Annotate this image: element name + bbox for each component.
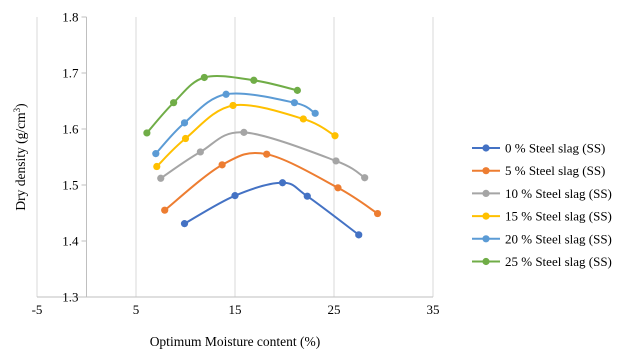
series-5 bbox=[143, 73, 301, 137]
data-point bbox=[161, 206, 169, 214]
data-point bbox=[263, 150, 271, 158]
data-point bbox=[332, 157, 340, 165]
data-point bbox=[152, 150, 160, 158]
x-tick-label: 5 bbox=[133, 302, 140, 317]
data-point bbox=[355, 231, 363, 239]
legend-swatch-marker bbox=[482, 167, 490, 175]
y-axis-title-main: Dry density (g/cm bbox=[13, 112, 28, 211]
legend-label: 15 % Steel slag (SS) bbox=[505, 209, 612, 224]
data-point bbox=[180, 220, 189, 228]
series-4 bbox=[152, 90, 319, 158]
x-tick-label: -5 bbox=[32, 302, 43, 317]
series-0 bbox=[180, 179, 363, 239]
data-point bbox=[196, 148, 204, 156]
x-axis-title: Optimum Moisture content (%) bbox=[150, 334, 321, 349]
data-point bbox=[361, 174, 369, 182]
data-point bbox=[218, 161, 226, 169]
data-point bbox=[153, 162, 161, 171]
legend-swatch-marker bbox=[482, 189, 490, 197]
legend-item: 5 % Steel slag (SS) bbox=[472, 163, 605, 178]
legend-item: 0 % Steel slag (SS) bbox=[472, 141, 605, 156]
legend-label: 25 % Steel slag (SS) bbox=[505, 254, 612, 269]
series-group bbox=[143, 73, 382, 239]
legend: 0 % Steel slag (SS) 5 % Steel slag (SS) 10… bbox=[472, 141, 612, 269]
data-point bbox=[157, 174, 165, 182]
axes bbox=[37, 16, 433, 298]
data-point bbox=[229, 101, 237, 110]
x-tick-label: 35 bbox=[427, 302, 440, 317]
data-point bbox=[240, 128, 248, 136]
data-point bbox=[311, 109, 319, 117]
data-point bbox=[331, 132, 339, 140]
data-point bbox=[290, 99, 298, 107]
data-point bbox=[222, 90, 230, 98]
legend-swatch-marker bbox=[482, 257, 490, 266]
series-2 bbox=[157, 128, 369, 182]
data-point bbox=[250, 76, 258, 84]
legend-label: 20 % Steel slag (SS) bbox=[505, 231, 612, 246]
y-axis-title-end: ) bbox=[13, 103, 28, 108]
legend-item: 25 % Steel slag (SS) bbox=[472, 254, 612, 269]
legend-swatch-marker bbox=[482, 212, 490, 220]
data-point bbox=[231, 192, 239, 200]
legend-label: 5 % Steel slag (SS) bbox=[505, 163, 605, 178]
legend-item: 10 % Steel slag (SS) bbox=[472, 186, 612, 201]
x-tick-label: 25 bbox=[328, 302, 341, 317]
data-point bbox=[303, 192, 311, 200]
data-point bbox=[334, 184, 342, 192]
legend-item: 20 % Steel slag (SS) bbox=[472, 231, 612, 246]
y-tick-label: 1.4 bbox=[62, 234, 79, 249]
y-tick-label: 1.8 bbox=[62, 10, 78, 25]
y-axis-title-sup: 3 bbox=[12, 107, 22, 112]
data-point bbox=[170, 99, 178, 107]
data-point bbox=[180, 119, 189, 127]
legend-item: 15 % Steel slag (SS) bbox=[472, 209, 612, 224]
data-point bbox=[299, 115, 307, 123]
legend-label: 0 % Steel slag (SS) bbox=[505, 141, 605, 156]
y-tick-label: 1.7 bbox=[62, 66, 79, 81]
legend-swatch-marker bbox=[482, 235, 490, 243]
data-point bbox=[143, 129, 151, 137]
series-3 bbox=[153, 101, 339, 171]
tick-labels: 1.3 1.4 1.5 1.6 1.7 1.8 -5 5 15 25 35 bbox=[32, 10, 440, 318]
series-line bbox=[146, 75, 298, 134]
legend-label: 10 % Steel slag (SS) bbox=[505, 186, 612, 201]
y-axis-title: Dry density (g/cm3) bbox=[12, 103, 28, 210]
data-point bbox=[373, 209, 382, 218]
y-tick-label: 1.3 bbox=[62, 290, 78, 305]
data-point bbox=[200, 73, 208, 82]
series-line bbox=[184, 181, 360, 236]
data-point bbox=[278, 179, 287, 187]
y-tick-label: 1.5 bbox=[62, 178, 78, 193]
x-tick-label: 15 bbox=[229, 302, 242, 317]
data-point bbox=[293, 86, 301, 94]
y-tick-label: 1.6 bbox=[62, 122, 79, 137]
series-1 bbox=[161, 150, 382, 218]
data-point bbox=[181, 134, 190, 143]
legend-swatch-marker bbox=[482, 144, 490, 152]
